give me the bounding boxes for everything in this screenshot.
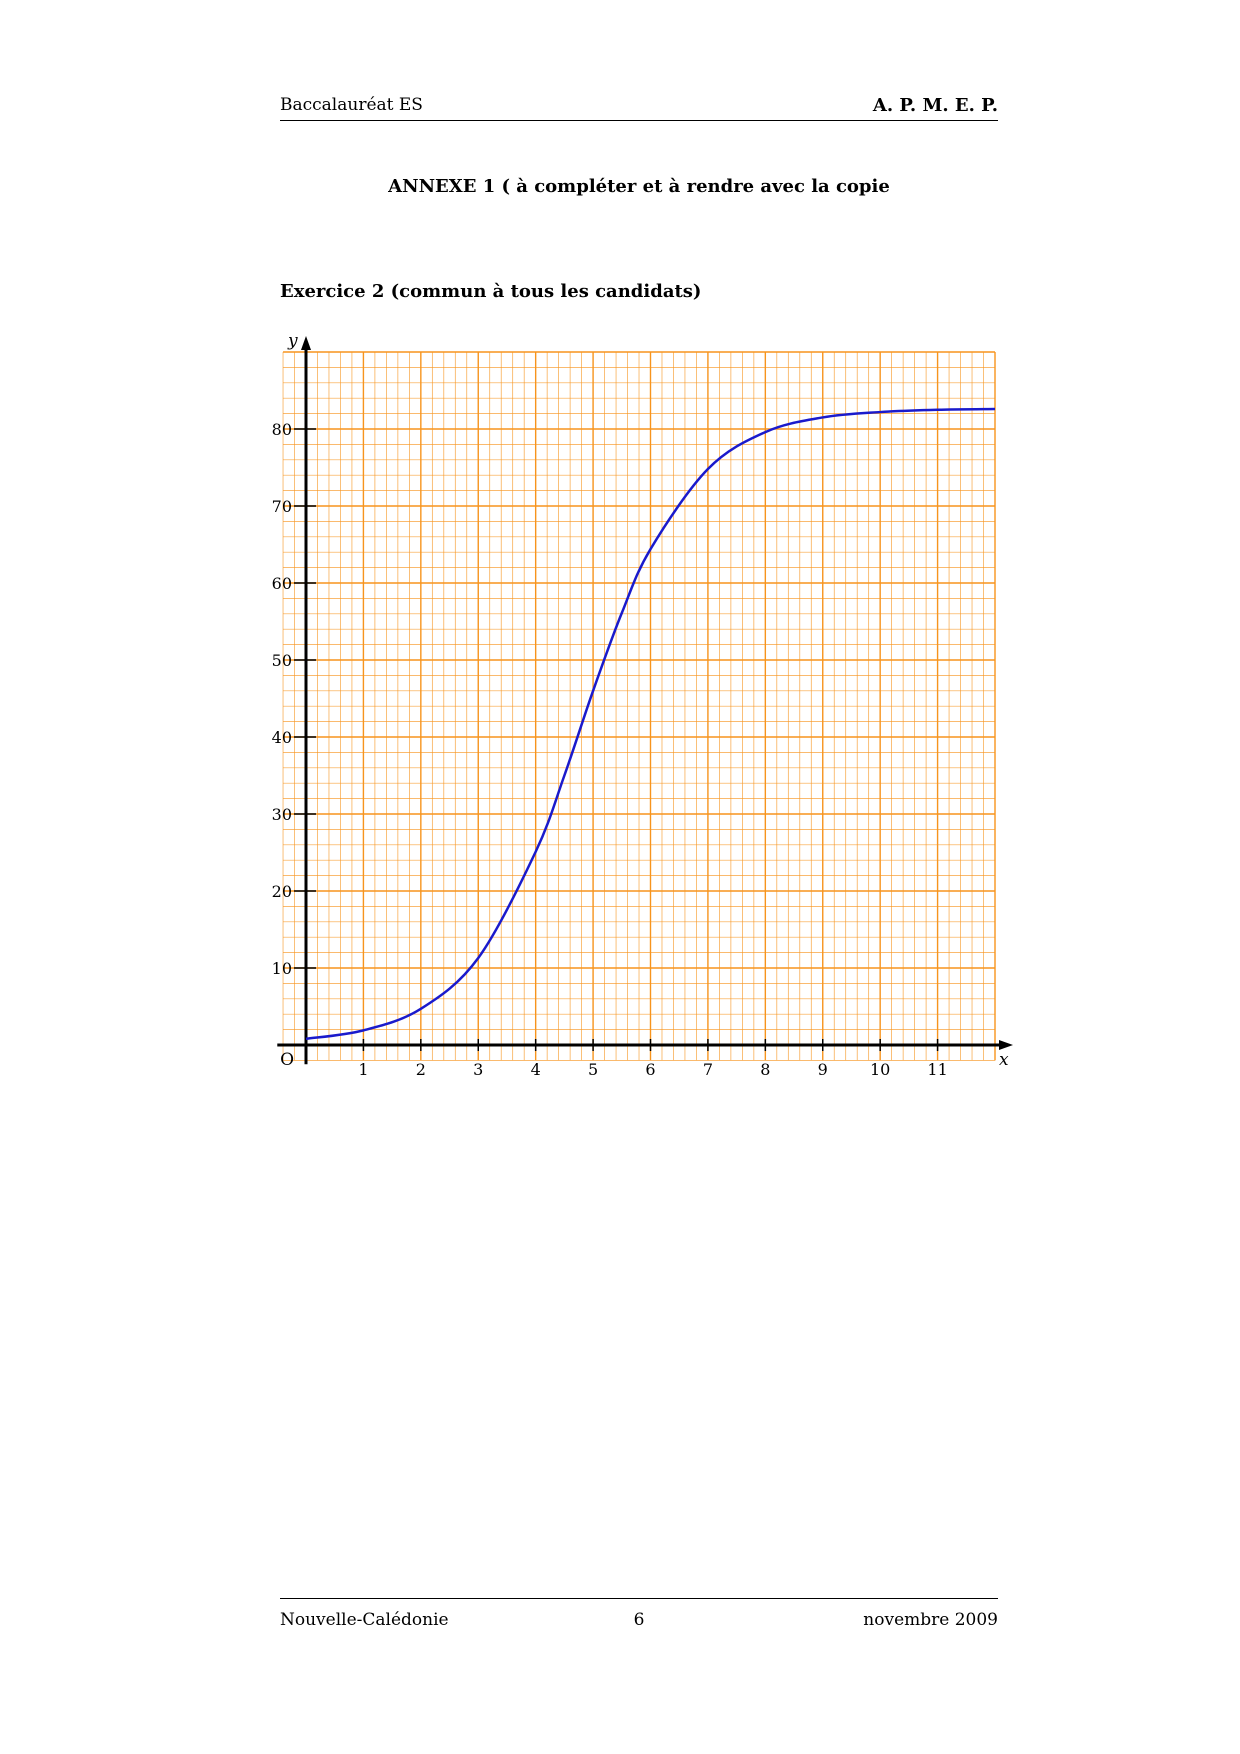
y-tick-label: 40 <box>272 728 292 747</box>
graph: 1 2 3 4 5 6 7 8 9 10 11 10 20 30 40 50 60 70 80 O x y <box>272 331 1013 1079</box>
y-tick-label: 30 <box>272 805 292 824</box>
x-tick-label: 11 <box>927 1060 947 1079</box>
header-left: Baccalauréat ES <box>280 95 423 115</box>
y-tick-label: 80 <box>272 420 292 439</box>
series-line <box>305 407 996 1041</box>
origin-label: O <box>280 1050 294 1070</box>
x-tick-label: 4 <box>531 1060 541 1079</box>
grid-minor <box>282 352 995 1061</box>
annexe-title: ANNEXE 1 ( à compléter et à rendre avec … <box>388 176 890 197</box>
x-tick-label: 5 <box>588 1060 598 1079</box>
tick-labels: 1 2 3 4 5 6 7 8 9 10 11 10 20 30 40 50 60 70 80 O x y <box>272 331 1009 1079</box>
footer-rule <box>280 1598 998 1599</box>
curve-layer <box>305 407 996 1041</box>
x-tick-label: 6 <box>645 1060 655 1079</box>
footer-right: novembre 2009 <box>863 1610 998 1630</box>
y-tick-label: 70 <box>272 497 292 516</box>
y-tick-label: 60 <box>272 574 292 593</box>
y-tick-label: 20 <box>272 882 292 901</box>
x-tick-label: 1 <box>358 1060 368 1079</box>
x-tick-label: 8 <box>760 1060 770 1079</box>
axes <box>277 336 1013 1065</box>
footer-page-number: 6 <box>633 1610 645 1630</box>
x-axis-label: x <box>999 1050 1009 1070</box>
page-header: Baccalauréat ES A. P. M. E. P. <box>280 95 998 121</box>
header-right: A. P. M. E. P. <box>872 95 998 116</box>
header-rule <box>280 120 998 121</box>
y-axis-label: y <box>287 331 298 351</box>
y-tick-label: 50 <box>272 651 292 670</box>
x-tick-label: 7 <box>703 1060 713 1079</box>
y-axis-arrow <box>301 336 311 350</box>
footer-left: Nouvelle-Calédonie <box>280 1610 449 1630</box>
x-tick-label: 3 <box>473 1060 483 1079</box>
x-tick-label: 10 <box>870 1060 890 1079</box>
ticks <box>294 428 939 1051</box>
x-tick-label: 2 <box>416 1060 426 1079</box>
exercise-title: Exercice 2 (commun à tous les candidats) <box>280 281 702 302</box>
y-tick-label: 10 <box>272 959 292 978</box>
x-tick-label: 9 <box>818 1060 828 1079</box>
x-axis-arrow <box>999 1040 1013 1050</box>
